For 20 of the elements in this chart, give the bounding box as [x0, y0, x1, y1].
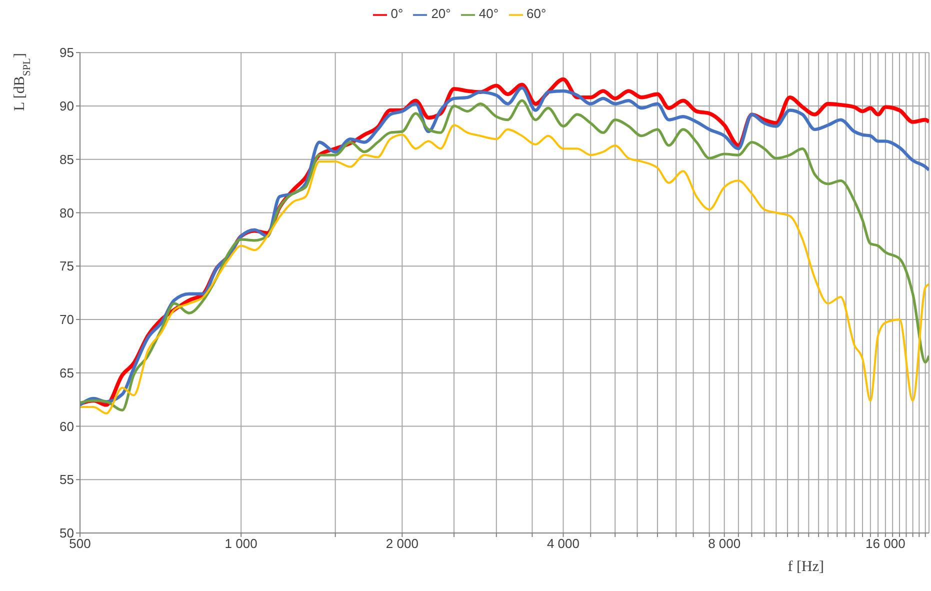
y-tick-label: 60	[60, 418, 74, 434]
y-tick-label: 75	[60, 258, 74, 274]
y-tick-label: 85	[60, 152, 74, 167]
legend-label: 0°	[390, 6, 404, 21]
y-tick-label: 95	[60, 45, 74, 60]
y-tick-label: 65	[60, 365, 74, 380]
x-tick-label: 4 000	[546, 536, 580, 552]
x-axis-title: f [Hz]	[788, 559, 824, 575]
legend-label: 60°	[526, 6, 546, 21]
y-tick-label: 55	[60, 472, 74, 488]
legend-label: 20°	[431, 6, 451, 21]
x-tick-label: 16 000	[866, 536, 906, 552]
y-tick-label: 80	[60, 205, 74, 220]
y-tick-label: 90	[60, 98, 74, 114]
legend-label: 40°	[478, 6, 499, 21]
x-tick-label: 2 000	[386, 536, 418, 552]
y-tick-label: 70	[60, 312, 74, 328]
x-tick-label: 8 000	[708, 536, 741, 552]
x-tick-label: 500	[69, 536, 91, 552]
x-tick-label: 1 000	[224, 536, 258, 552]
